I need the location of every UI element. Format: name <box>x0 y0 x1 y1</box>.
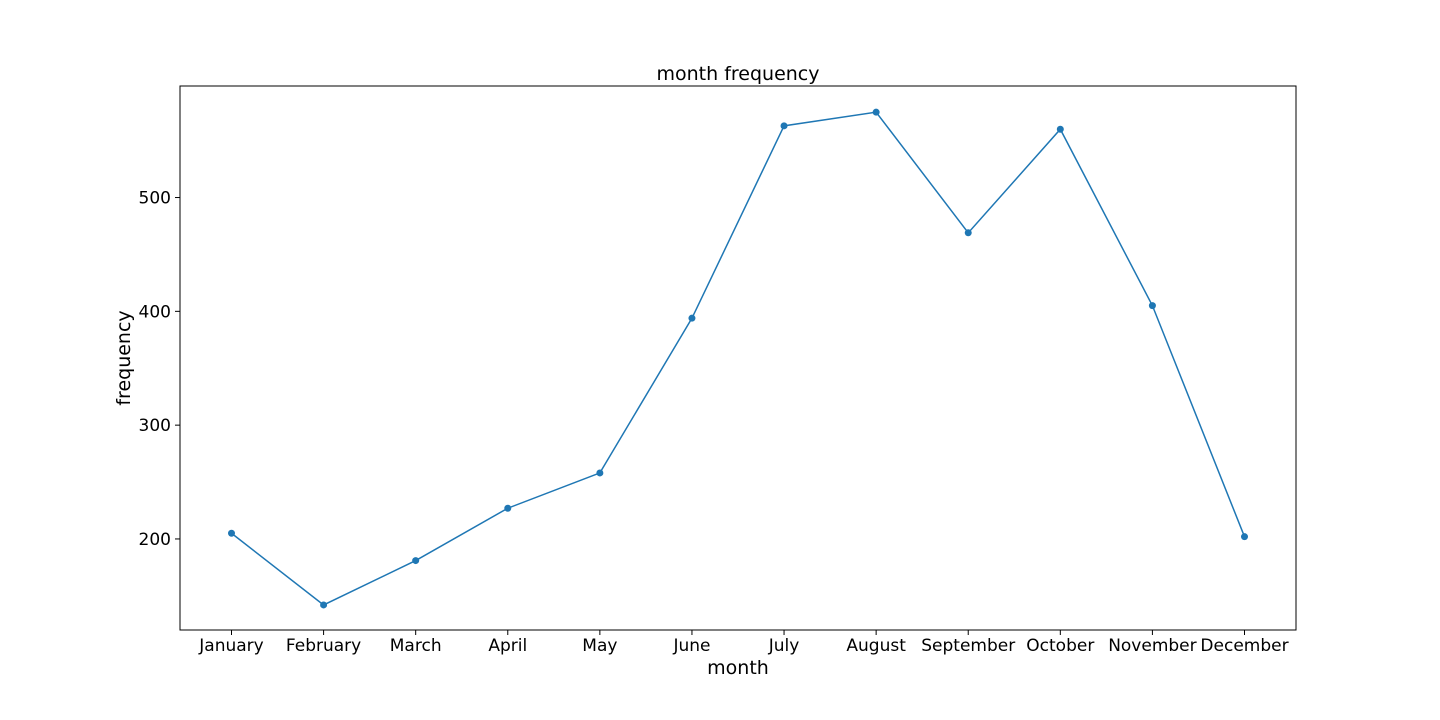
x-tick-label: June <box>672 636 710 656</box>
x-tick-label: March <box>390 636 442 656</box>
x-tick-label: October <box>1026 636 1094 656</box>
x-tick-label: November <box>1108 636 1196 656</box>
x-tick-label: July <box>768 636 800 656</box>
x-tick-label: January <box>198 636 263 656</box>
data-point <box>1056 125 1064 133</box>
plot-area-frame <box>179 85 1297 631</box>
data-point <box>872 108 880 116</box>
x-tick-label: September <box>921 636 1015 656</box>
y-ticks: 200 300 400 500 <box>139 189 180 550</box>
y-tick-label: 500 <box>139 189 171 209</box>
data-point <box>964 229 972 237</box>
data-point <box>1148 302 1156 310</box>
data-point <box>596 469 604 477</box>
x-tick-label: February <box>286 636 361 656</box>
x-tick-label: August <box>846 636 906 656</box>
x-tick-label: December <box>1200 636 1288 656</box>
y-axis-label: frequency <box>113 310 135 405</box>
chart-title: month frequency <box>656 63 819 85</box>
x-axis-label: month <box>707 657 769 679</box>
x-ticks: January February March April May June July Augu… <box>198 630 1289 656</box>
data-point <box>320 601 328 609</box>
y-tick-label: 200 <box>139 530 171 550</box>
data-point <box>688 314 696 322</box>
data-point <box>1241 533 1248 541</box>
y-tick-label: 300 <box>139 416 171 436</box>
series-line <box>231 111 1246 606</box>
series-markers <box>228 108 1248 609</box>
y-tick-label: 400 <box>139 302 171 322</box>
data-point <box>780 122 788 130</box>
data-point <box>412 557 420 565</box>
data-point <box>228 529 235 537</box>
x-tick-label: May <box>582 636 617 656</box>
x-tick-label: April <box>488 636 527 656</box>
data-point <box>504 504 512 512</box>
